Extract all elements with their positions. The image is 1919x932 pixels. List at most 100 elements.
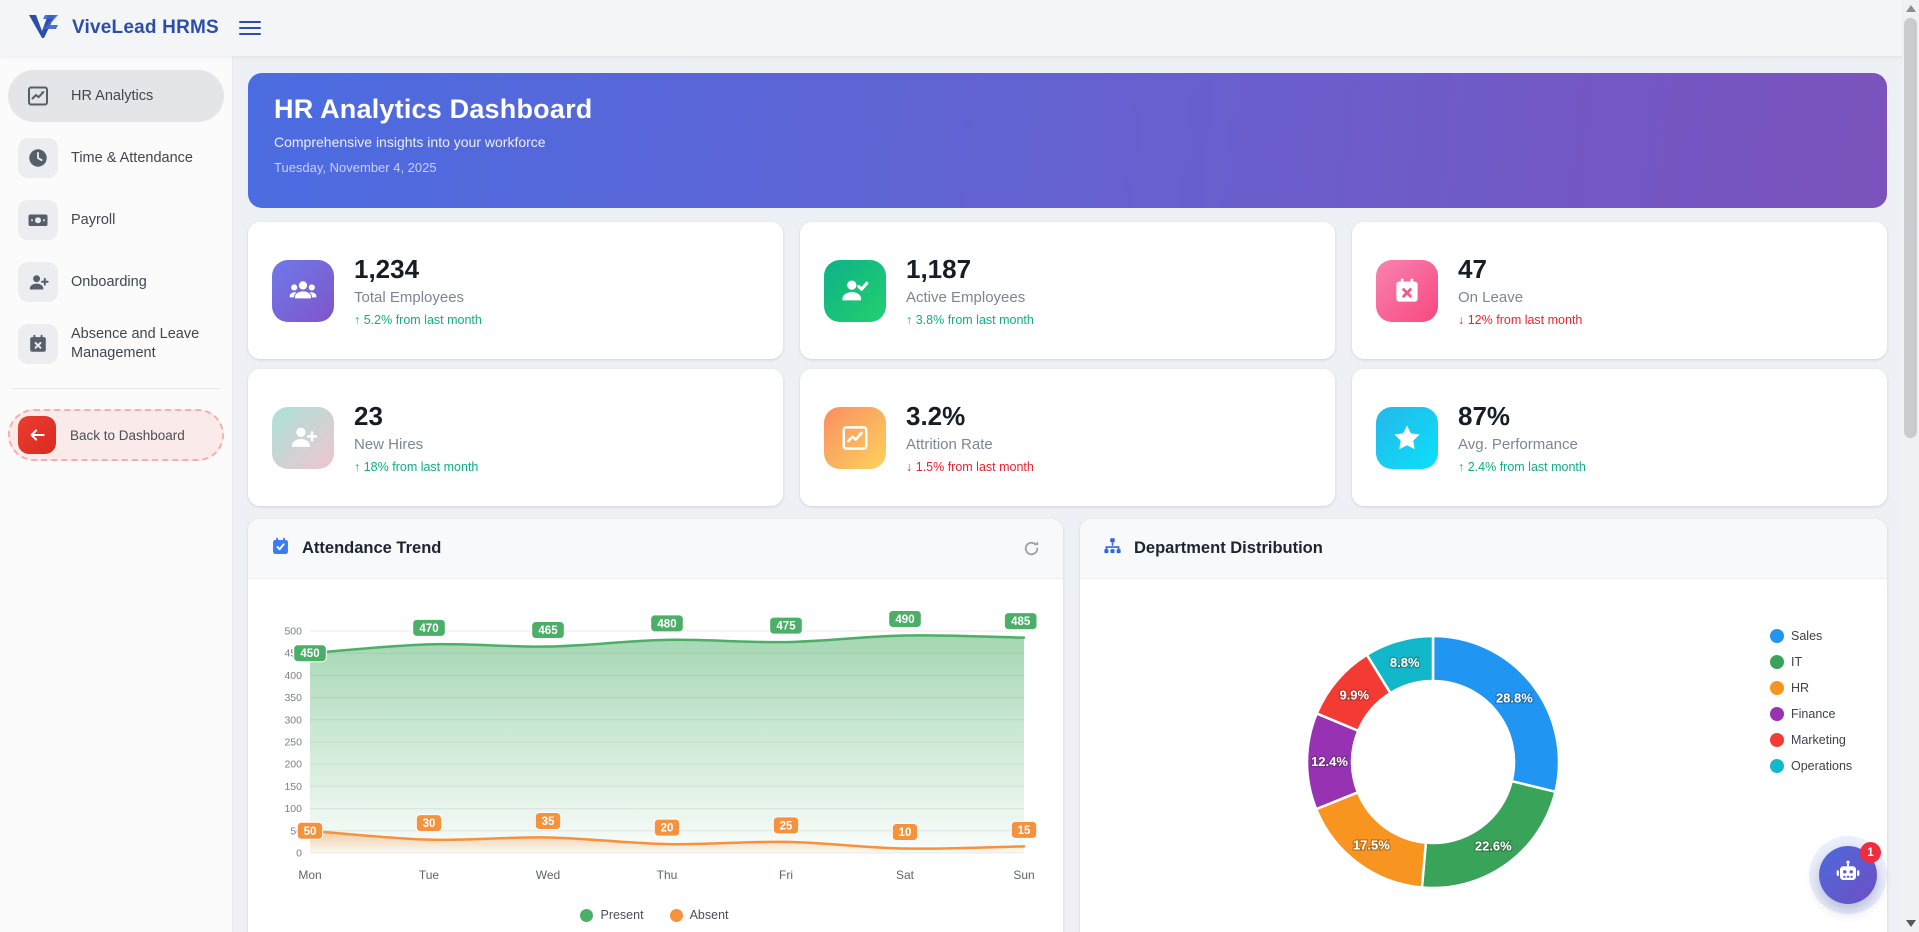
attendance-chart-area: 050100150200250300350400450500MonTueWedT… bbox=[248, 579, 1063, 922]
sidebar-item-onboarding[interactable]: Onboarding bbox=[8, 256, 224, 308]
sidebar-item-hr-analytics[interactable]: HR Analytics bbox=[8, 70, 224, 122]
svg-text:0: 0 bbox=[296, 848, 302, 860]
trend-arrow-icon: ↑ bbox=[354, 313, 361, 327]
stat-value: 47 bbox=[1458, 254, 1487, 284]
legend-item-absent[interactable]: Absent bbox=[669, 908, 729, 922]
legend-item-it[interactable]: IT bbox=[1770, 655, 1852, 669]
stat-label: Active Employees bbox=[906, 289, 1026, 306]
page-header-banner: HR Analytics Dashboard Comprehensive ins… bbox=[248, 73, 1887, 208]
legend-item-operations[interactable]: Operations bbox=[1770, 759, 1852, 773]
legend-dot bbox=[669, 908, 683, 922]
brand: ViveLead HRMS bbox=[28, 13, 219, 44]
refresh-icon[interactable] bbox=[1022, 539, 1041, 558]
legend-dot bbox=[1770, 733, 1784, 747]
chatbot-button[interactable]: 1 bbox=[1819, 842, 1881, 904]
users-icon bbox=[272, 259, 334, 322]
svg-text:15: 15 bbox=[1018, 825, 1031, 837]
stat-card-avg-performance: 87% Avg. Performance ↑ 2.4% from last mo… bbox=[1352, 369, 1887, 506]
legend-item-marketing[interactable]: Marketing bbox=[1770, 733, 1852, 747]
svg-text:200: 200 bbox=[284, 759, 302, 771]
svg-text:8.8%: 8.8% bbox=[1390, 655, 1420, 670]
stat-label: New Hires bbox=[354, 436, 424, 453]
trend-arrow-icon: ↑ bbox=[354, 460, 361, 474]
stat-change: ↑ 18% from last month bbox=[354, 460, 479, 474]
calendar-check-icon bbox=[270, 536, 291, 562]
svg-text:28.8%: 28.8% bbox=[1496, 691, 1533, 706]
sidebar-item-label: Onboarding bbox=[71, 273, 147, 290]
user-plus-icon bbox=[18, 262, 58, 302]
legend-item-sales[interactable]: Sales bbox=[1770, 629, 1852, 643]
svg-text:Sat: Sat bbox=[896, 868, 915, 882]
back-to-dashboard-button[interactable]: Back to Dashboard bbox=[8, 409, 224, 461]
attendance-card-header: Attendance Trend bbox=[248, 519, 1063, 579]
calendar-x-icon bbox=[18, 324, 58, 364]
stat-label: Attrition Rate bbox=[906, 436, 993, 453]
stat-value: 1,234 bbox=[354, 254, 420, 284]
trend-arrow-icon: ↑ bbox=[1458, 460, 1465, 474]
trend-arrow-icon: ↓ bbox=[906, 460, 913, 474]
svg-text:9.9%: 9.9% bbox=[1339, 687, 1369, 702]
stat-change: ↑ 2.4% from last month bbox=[1458, 460, 1586, 474]
sidebar-item-label: Payroll bbox=[71, 211, 116, 228]
sidebar-item-payroll[interactable]: Payroll bbox=[8, 194, 224, 246]
page-date: Tuesday, November 4, 2025 bbox=[274, 160, 437, 175]
svg-text:490: 490 bbox=[895, 614, 914, 626]
calendar-x-icon bbox=[1376, 259, 1438, 322]
sidebar-divider bbox=[12, 388, 220, 389]
department-donut-svg: 28.8% 22.6% 17.5% 12.4% 9.9% 8.8% bbox=[1305, 634, 1561, 890]
svg-text:475: 475 bbox=[776, 621, 796, 633]
scrollbar-thumb[interactable] bbox=[1904, 18, 1917, 438]
scrollbar[interactable] bbox=[1902, 0, 1919, 932]
svg-text:350: 350 bbox=[284, 692, 302, 704]
svg-text:12.4%: 12.4% bbox=[1311, 754, 1348, 769]
stat-value: 23 bbox=[354, 401, 383, 431]
svg-text:Sun: Sun bbox=[1013, 868, 1034, 882]
sidebar-item-absence-leave[interactable]: Absence and Leave Management bbox=[8, 318, 224, 370]
stat-card-on-leave: 47 On Leave ↓ 12% from last month bbox=[1352, 222, 1887, 359]
chart-title: Department Distribution bbox=[1134, 539, 1323, 557]
svg-text:Wed: Wed bbox=[536, 868, 560, 882]
menu-icon[interactable] bbox=[238, 13, 261, 43]
legend-item-present[interactable]: Present bbox=[580, 908, 644, 922]
legend-item-hr[interactable]: HR bbox=[1770, 681, 1852, 695]
stat-label: Avg. Performance bbox=[1458, 436, 1578, 453]
scroll-down-arrow-icon[interactable] bbox=[1905, 920, 1916, 927]
svg-text:480: 480 bbox=[657, 618, 676, 630]
legend-dot bbox=[1770, 707, 1784, 721]
money-icon bbox=[18, 200, 58, 240]
stat-card-new-hires: 23 New Hires ↑ 18% from last month bbox=[248, 369, 783, 506]
legend-dot bbox=[1770, 655, 1784, 669]
stat-change: ↓ 1.5% from last month bbox=[906, 460, 1034, 474]
attendance-legend: Present Absent bbox=[264, 908, 1045, 922]
svg-text:30: 30 bbox=[423, 818, 436, 830]
attendance-trend-card: Attendance Trend 0 50 100 150 200 250 300 350 40… bbox=[248, 519, 1063, 932]
stats-grid: 1,234 Total Employees ↑ 5.2% from last m… bbox=[248, 222, 1887, 506]
back-to-dashboard-label: Back to Dashboard bbox=[70, 427, 185, 443]
department-distribution-card: Department Distribution 28.8% 22.6% 17.5% 1… bbox=[1080, 519, 1887, 932]
chart-line-icon bbox=[18, 76, 58, 116]
sidebar-item-time-attendance[interactable]: Time & Attendance bbox=[8, 132, 224, 184]
legend-item-finance[interactable]: Finance bbox=[1770, 707, 1852, 721]
svg-text:50: 50 bbox=[290, 825, 302, 837]
sidebar: HR Analytics Time & Attendance Payroll O… bbox=[0, 56, 233, 932]
svg-text:22.6%: 22.6% bbox=[1475, 839, 1512, 854]
department-card-header: Department Distribution bbox=[1080, 519, 1887, 579]
topbar: ViveLead HRMS bbox=[0, 0, 1919, 56]
stat-value: 87% bbox=[1458, 401, 1511, 431]
sidebar-item-label: Absence and Leave Management bbox=[71, 326, 200, 361]
svg-text:10: 10 bbox=[899, 827, 912, 839]
legend-dot bbox=[1770, 759, 1784, 773]
scroll-up-arrow-icon[interactable] bbox=[1905, 5, 1916, 12]
sidebar-item-label: Time & Attendance bbox=[71, 149, 193, 166]
svg-text:150: 150 bbox=[284, 781, 302, 793]
star-icon bbox=[1376, 406, 1438, 469]
svg-text:35: 35 bbox=[542, 816, 555, 828]
svg-text:17.5%: 17.5% bbox=[1353, 838, 1390, 853]
svg-text:450: 450 bbox=[300, 648, 319, 660]
svg-text:Mon: Mon bbox=[298, 868, 321, 882]
charts-row: Attendance Trend 0 50 100 150 200 250 300 350 40… bbox=[248, 519, 1887, 932]
svg-text:20: 20 bbox=[661, 823, 674, 835]
department-chart-area: 28.8% 22.6% 17.5% 12.4% 9.9% 8.8% Sales IT HR… bbox=[1080, 579, 1887, 932]
sitemap-icon bbox=[1102, 536, 1123, 562]
svg-text:470: 470 bbox=[419, 623, 438, 635]
